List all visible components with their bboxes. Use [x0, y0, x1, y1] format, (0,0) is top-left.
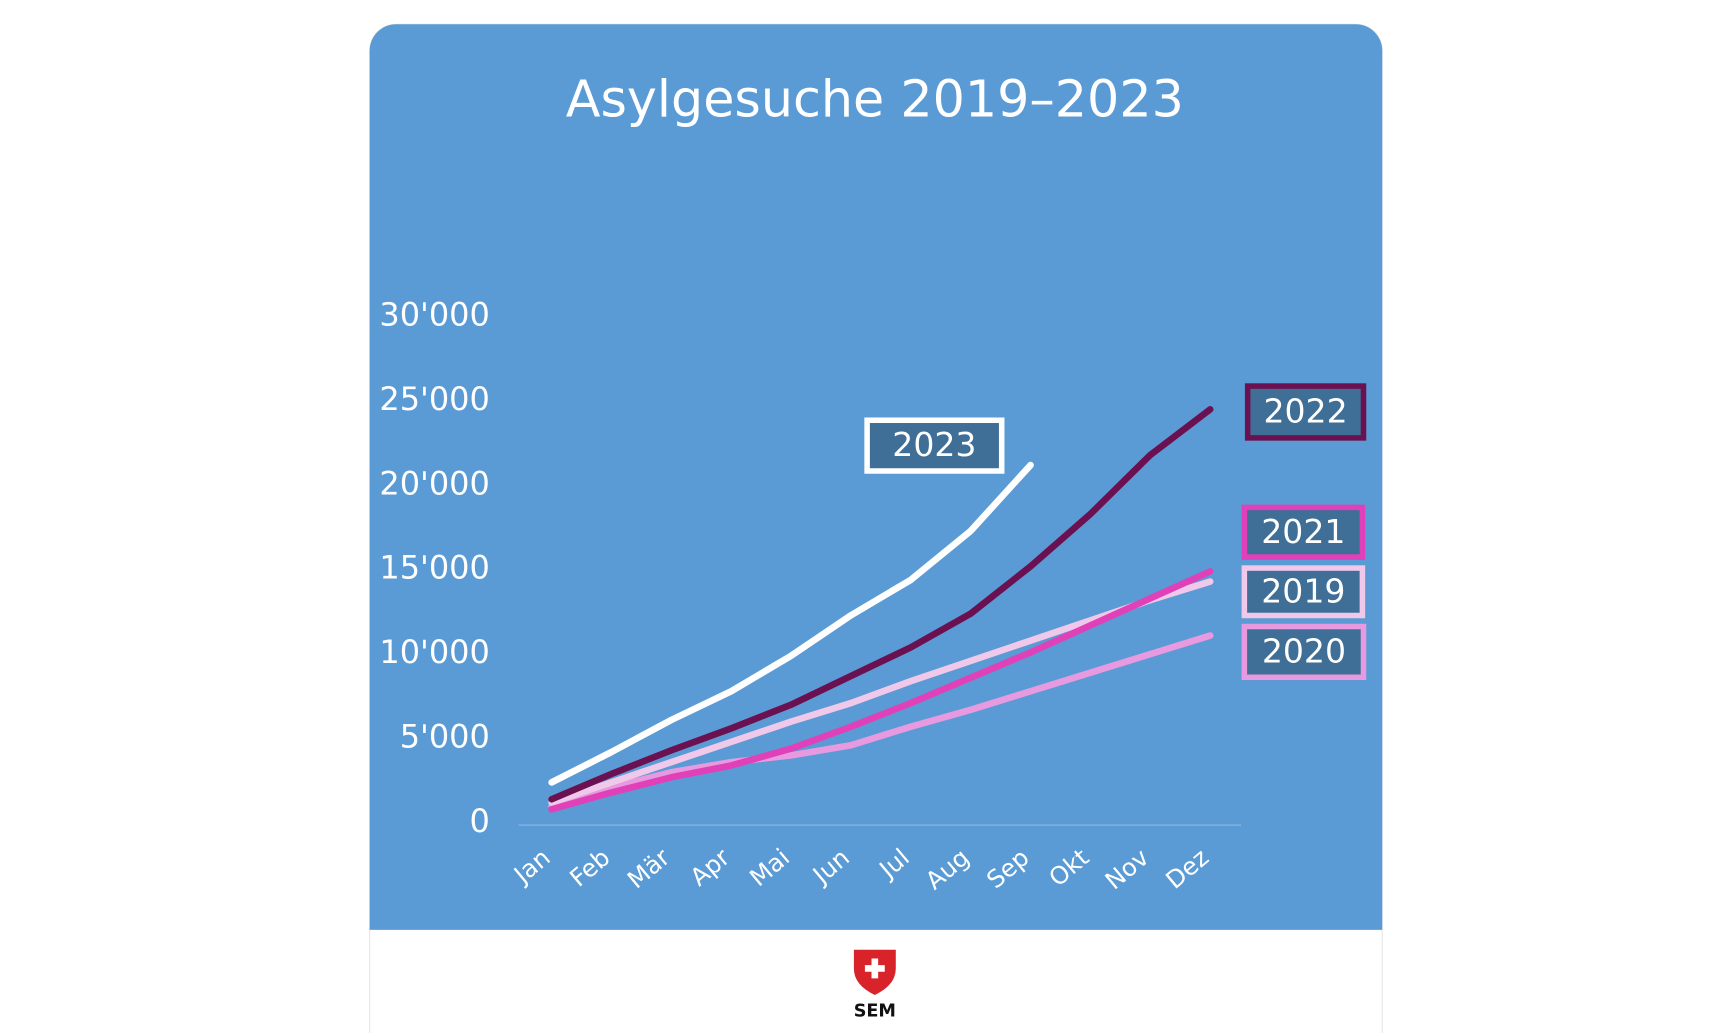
chart-panel [369, 24, 1383, 930]
series-line [548, 632, 1214, 810]
legend-box [1241, 565, 1366, 619]
legend-box [1244, 383, 1367, 441]
series-line [548, 578, 1214, 806]
y-tick-label: 15'000 [379, 549, 490, 587]
legend-label: 2020 [1262, 632, 1346, 671]
legend-label: 2022 [1263, 392, 1347, 431]
legend-box [864, 417, 1005, 474]
legend-box [1241, 504, 1366, 560]
legend-label: 2019 [1261, 571, 1345, 610]
series-line [548, 406, 1214, 803]
legend-label: 2021 [1261, 512, 1345, 551]
legend-box [1241, 623, 1367, 681]
y-tick-label: 20'000 [379, 464, 490, 502]
y-tick-label: 30'000 [379, 296, 490, 334]
y-tick-label: 10'000 [379, 633, 490, 671]
cross [864, 958, 885, 979]
series-line [548, 461, 1034, 786]
logo-text: SEM [854, 1001, 896, 1021]
y-tick-label: 25'000 [379, 380, 490, 418]
chart-title: Asylgesuche 2019–2023 [566, 70, 1184, 129]
y-tick-label: 5'000 [400, 717, 490, 755]
logo: SEM [854, 949, 896, 1021]
legend-label: 2023 [892, 425, 976, 464]
y-tick-label: 0 [470, 802, 490, 840]
series-line [548, 568, 1214, 813]
